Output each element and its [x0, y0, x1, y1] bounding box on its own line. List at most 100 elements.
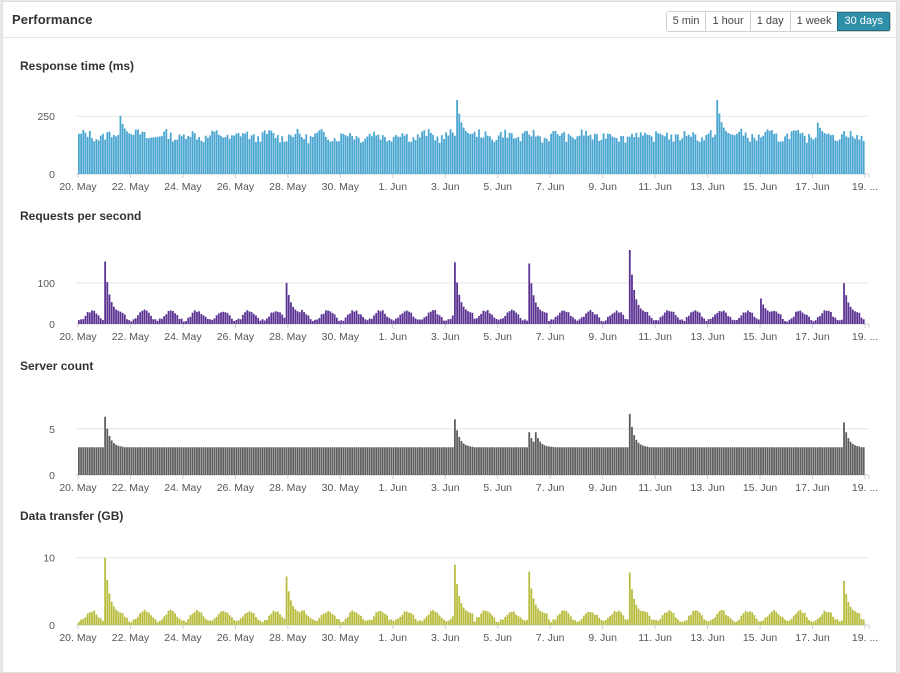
bar — [840, 319, 843, 324]
bar — [672, 613, 675, 625]
bar — [261, 132, 264, 174]
bar — [803, 314, 806, 324]
bar — [838, 621, 841, 625]
bar — [830, 447, 832, 475]
bar — [322, 313, 325, 324]
bar — [587, 135, 590, 174]
bar — [165, 129, 168, 174]
bar — [182, 620, 185, 625]
x-tick-label: 30. May — [322, 482, 360, 494]
range-1day-button[interactable]: 1 day — [749, 12, 790, 31]
bar — [561, 447, 563, 475]
bar — [338, 320, 340, 324]
bar — [102, 447, 104, 475]
bar — [80, 447, 82, 475]
bar — [150, 315, 152, 324]
bar — [390, 319, 393, 324]
range-5min-button[interactable]: 5 min — [666, 12, 706, 31]
bar — [198, 137, 201, 174]
bar — [628, 413, 631, 475]
bar — [88, 312, 91, 324]
bar — [572, 137, 574, 174]
bar — [246, 612, 249, 625]
bar — [722, 447, 725, 475]
bar — [427, 129, 430, 174]
bar — [585, 447, 587, 475]
bar — [810, 447, 813, 475]
bar — [644, 311, 646, 324]
x-tick-label: 15. Jun — [743, 632, 778, 644]
bar — [550, 446, 552, 475]
bar — [488, 313, 491, 324]
x-tick-label: 17. Jun — [795, 181, 830, 193]
bar — [416, 134, 419, 174]
bar — [204, 447, 207, 475]
bar — [434, 140, 437, 174]
bar — [810, 320, 813, 324]
bar — [810, 137, 813, 174]
bar — [436, 612, 439, 625]
bar — [281, 616, 284, 625]
bar — [550, 622, 552, 625]
bar — [115, 444, 117, 475]
bar — [287, 447, 290, 475]
bar — [187, 447, 190, 475]
bar — [563, 447, 566, 475]
bar — [770, 311, 773, 324]
bar — [795, 613, 797, 625]
bar — [331, 312, 334, 324]
bar — [561, 310, 563, 324]
bar — [161, 136, 163, 174]
bar — [784, 447, 786, 475]
bar — [209, 135, 211, 174]
bar — [779, 141, 782, 174]
range-30days-button[interactable]: 30 days — [837, 12, 890, 31]
bar — [228, 315, 231, 324]
bar — [211, 130, 214, 174]
bar — [209, 447, 211, 475]
bar — [237, 620, 240, 625]
bar — [386, 447, 389, 475]
bar — [486, 310, 489, 324]
bar — [736, 319, 738, 324]
bar — [172, 141, 174, 174]
bar — [631, 427, 633, 475]
bar — [703, 318, 706, 324]
bar — [698, 447, 701, 475]
bar — [93, 610, 96, 625]
bar — [132, 619, 135, 625]
bar — [613, 312, 616, 324]
bar — [631, 588, 633, 625]
requests-title: Requests per second — [20, 209, 142, 223]
bar — [403, 135, 406, 174]
bar — [279, 142, 281, 174]
range-1week-button[interactable]: 1 week — [789, 12, 838, 31]
bar — [471, 613, 474, 625]
bar — [270, 613, 273, 625]
bar — [692, 447, 695, 475]
bar — [473, 318, 476, 324]
bar — [397, 317, 399, 324]
bar — [849, 130, 852, 174]
x-tick-label: 24. May — [164, 482, 202, 494]
bar — [408, 141, 410, 174]
bar — [342, 621, 345, 625]
bar — [220, 312, 222, 324]
bar — [189, 615, 192, 625]
bar — [711, 619, 714, 625]
x-tick-label: 9. Jun — [588, 482, 617, 494]
bar — [716, 100, 719, 174]
bar — [298, 447, 301, 475]
bar — [532, 441, 535, 475]
bar — [574, 620, 577, 625]
bar — [860, 447, 863, 475]
bar — [484, 311, 487, 324]
bar — [845, 136, 848, 174]
bar — [655, 131, 657, 174]
bar — [683, 621, 686, 625]
bar — [421, 131, 424, 174]
bar — [823, 610, 826, 625]
bar — [349, 612, 351, 625]
bar — [115, 309, 117, 324]
range-1hour-button[interactable]: 1 hour — [705, 12, 750, 31]
